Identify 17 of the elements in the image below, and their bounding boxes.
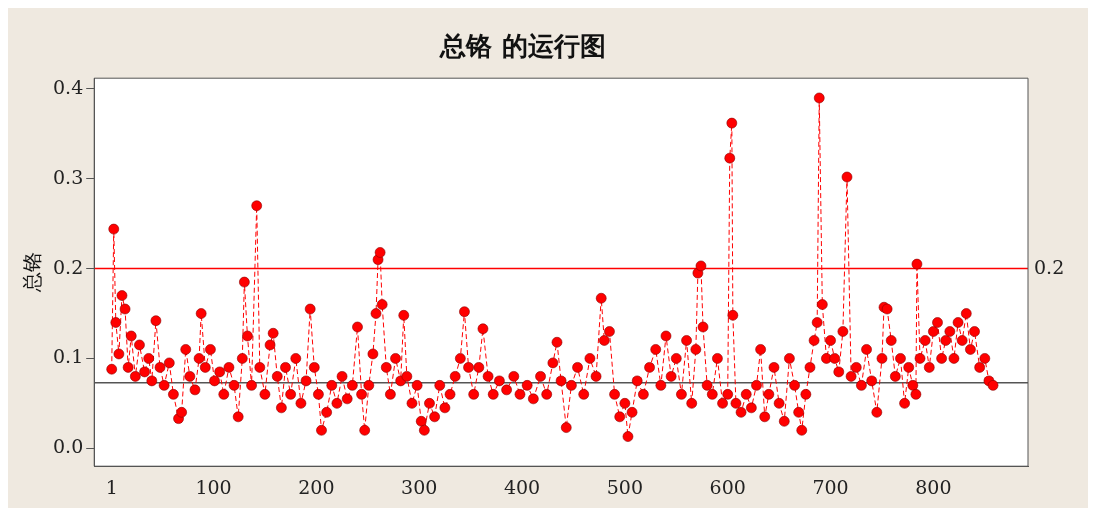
x-tick-label: 500 <box>606 475 643 498</box>
y-tick-label: 0.0 <box>53 435 84 458</box>
y-tick-label: 0.4 <box>53 75 84 98</box>
x-tick-label: 800 <box>915 475 952 498</box>
x-tick-label: 300 <box>401 475 438 498</box>
y-axis-title: 总铬 <box>20 252 45 294</box>
y-tick-label: 0.1 <box>53 345 84 368</box>
x-tick-label: 1 <box>105 475 118 498</box>
x-tick-label: 100 <box>195 475 232 498</box>
x-tick-label: 700 <box>812 475 849 498</box>
x-tick-label: 200 <box>298 475 335 498</box>
y-tick-label: 0.3 <box>53 165 84 188</box>
y-tick-label: 0.2 <box>53 255 84 278</box>
x-tick-label: 600 <box>709 475 746 498</box>
x-tick-label: 400 <box>503 475 541 498</box>
chart-title: 总铬 的运行图 <box>439 31 606 62</box>
ref-line-label: 0.2 <box>1034 255 1065 278</box>
